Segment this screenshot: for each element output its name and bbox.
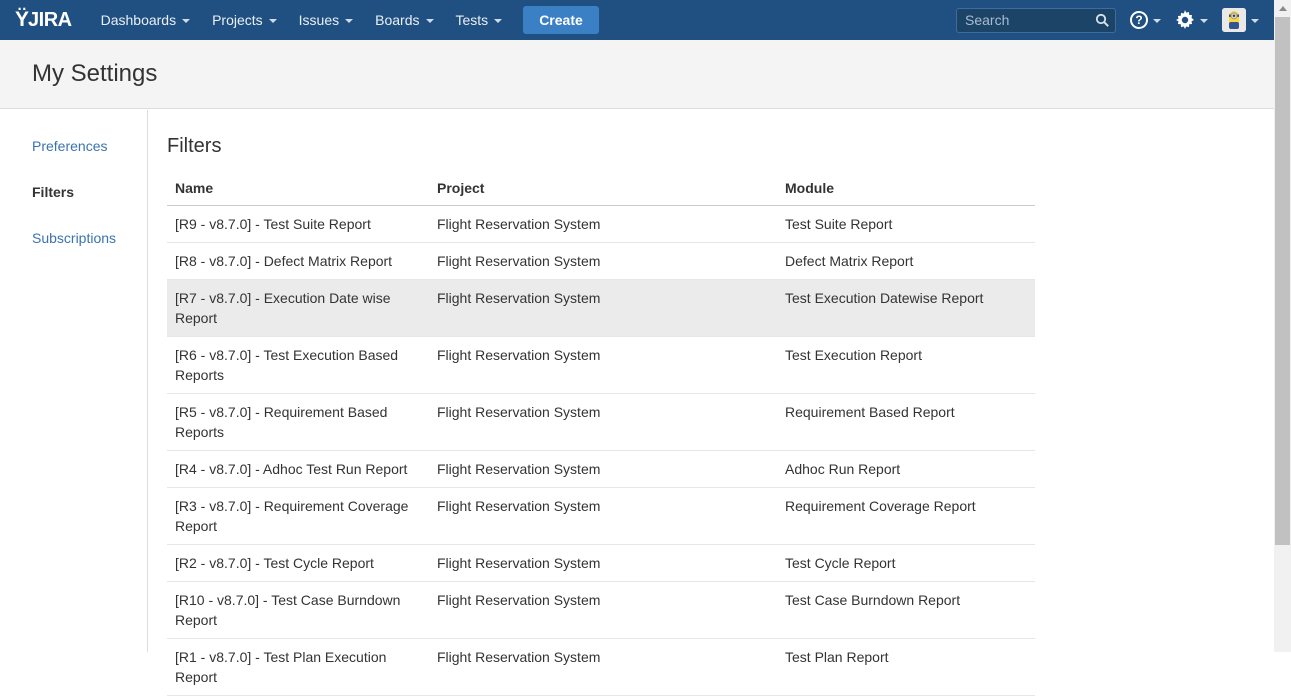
filter-module: Adhoc Run Report <box>777 450 1035 488</box>
sidebar-item-preferences[interactable]: Preferences <box>32 138 108 154</box>
settings-sidebar: Preferences Filters Subscriptions <box>0 110 148 652</box>
nav-issues-label: Issues <box>298 12 340 28</box>
search-input[interactable] <box>956 7 1116 33</box>
filter-project: Flight Reservation System <box>429 581 777 639</box>
page-header: My Settings <box>0 40 1274 109</box>
filter-name: [R7 - v8.7.0] - Execution Date wise Repo… <box>167 279 429 337</box>
filter-module: Test Plan Report <box>777 638 1035 696</box>
nav-projects[interactable]: Projects <box>201 0 288 40</box>
filter-name: [R3 - v8.7.0] - Requirement Coverage Rep… <box>167 487 429 545</box>
filter-project: Flight Reservation System <box>429 487 777 545</box>
nav-boards-label: Boards <box>375 12 420 28</box>
nav-dashboards-label: Dashboards <box>100 12 177 28</box>
minion-avatar-image <box>1222 8 1246 32</box>
filter-project: Flight Reservation System <box>429 544 777 582</box>
filter-project: Flight Reservation System <box>429 336 777 394</box>
table-row[interactable]: [R8 - v8.7.0] - Defect Matrix Report Fli… <box>167 242 1035 280</box>
nav-dashboards[interactable]: Dashboards <box>90 0 202 40</box>
scrollbar-up-button[interactable] <box>1274 0 1291 17</box>
filter-project: Flight Reservation System <box>429 242 777 280</box>
scrollbar-thumb[interactable] <box>1275 17 1290 545</box>
filter-project: Flight Reservation System <box>429 279 777 337</box>
filter-module: Test Execution Datewise Report <box>777 279 1035 337</box>
search-icon[interactable] <box>1095 13 1110 28</box>
filter-name: [R2 - v8.7.0] - Test Cycle Report <box>167 544 429 582</box>
content-area: Preferences Filters Subscriptions Filter… <box>0 110 1274 696</box>
table-row[interactable]: [R7 - v8.7.0] - Execution Date wise Repo… <box>167 279 1035 337</box>
top-navbar: Ÿ JIRA Dashboards Projects Issues Boards… <box>0 0 1274 40</box>
table-row[interactable]: [R4 - v8.7.0] - Adhoc Test Run Report Fl… <box>167 450 1035 488</box>
column-header-project: Project <box>429 176 777 206</box>
user-menu[interactable] <box>1222 8 1259 32</box>
table-row[interactable]: [R9 - v8.7.0] - Test Suite Report Flight… <box>167 205 1035 243</box>
chevron-down-icon <box>425 19 434 23</box>
filter-module: Test Cycle Report <box>777 544 1035 582</box>
filter-name: [R1 - v8.7.0] - Test Plan Execution Repo… <box>167 638 429 696</box>
sidebar-item-filters[interactable]: Filters <box>32 184 75 200</box>
page-title: My Settings <box>32 60 158 87</box>
filter-name: [R9 - v8.7.0] - Test Suite Report <box>167 205 429 243</box>
filter-module: Requirement Coverage Report <box>777 487 1035 545</box>
vertical-scrollbar[interactable] <box>1274 0 1291 652</box>
settings-menu[interactable] <box>1175 10 1208 30</box>
nav-boards[interactable]: Boards <box>364 0 444 40</box>
column-header-name: Name <box>167 176 429 206</box>
chevron-down-icon <box>268 19 277 23</box>
filter-module: Test Case Burndown Report <box>777 581 1035 639</box>
table-header-row: Name Project Module <box>167 176 1035 206</box>
filter-module: Test Execution Report <box>777 336 1035 394</box>
chevron-down-icon <box>1251 19 1259 23</box>
jira-logo-text: JIRA <box>28 9 72 31</box>
jira-logo[interactable]: Ÿ JIRA <box>15 8 72 32</box>
table-row[interactable]: [R5 - v8.7.0] - Requirement Based Report… <box>167 393 1035 451</box>
filter-name: [R5 - v8.7.0] - Requirement Based Report… <box>167 393 429 451</box>
help-icon: ? <box>1130 11 1148 29</box>
filter-name: [R4 - v8.7.0] - Adhoc Test Run Report <box>167 450 429 488</box>
jira-logo-icon: Ÿ <box>15 8 29 31</box>
nav-issues[interactable]: Issues <box>288 0 364 40</box>
filter-name: [R10 - v8.7.0] - Test Case Burndown Repo… <box>167 581 429 639</box>
filter-module: Requirement Based Report <box>777 393 1035 451</box>
filters-heading: Filters <box>167 135 222 157</box>
nav-tests[interactable]: Tests <box>445 0 514 40</box>
table-row[interactable]: [R1 - v8.7.0] - Test Plan Execution Repo… <box>167 638 1035 696</box>
table-row[interactable]: [R3 - v8.7.0] - Requirement Coverage Rep… <box>167 487 1035 545</box>
filters-table: Name Project Module [R9 - v8.7.0] - Test… <box>167 176 1035 696</box>
chevron-down-icon <box>494 19 503 23</box>
help-menu[interactable]: ? <box>1130 11 1161 29</box>
table-row[interactable]: [R10 - v8.7.0] - Test Case Burndown Repo… <box>167 581 1035 639</box>
main-panel: Filters Name Project Module [R9 - v8.7.0… <box>148 110 1035 696</box>
chevron-down-icon <box>182 19 191 23</box>
nav-projects-label: Projects <box>212 12 263 28</box>
nav-tests-label: Tests <box>455 12 489 28</box>
column-header-module: Module <box>777 176 1035 206</box>
sidebar-item-subscriptions[interactable]: Subscriptions <box>32 230 117 246</box>
filter-module: Test Suite Report <box>777 205 1035 243</box>
chevron-down-icon <box>345 19 354 23</box>
chevron-down-icon <box>1153 19 1161 23</box>
search-box <box>956 7 1116 33</box>
filter-project: Flight Reservation System <box>429 393 777 451</box>
filter-name: [R6 - v8.7.0] - Test Execution Based Rep… <box>167 336 429 394</box>
filter-project: Flight Reservation System <box>429 450 777 488</box>
filter-name: [R8 - v8.7.0] - Defect Matrix Report <box>167 242 429 280</box>
table-row[interactable]: [R6 - v8.7.0] - Test Execution Based Rep… <box>167 336 1035 394</box>
create-button[interactable]: Create <box>523 6 599 34</box>
chevron-down-icon <box>1200 19 1208 23</box>
avatar <box>1222 8 1246 32</box>
filter-module: Defect Matrix Report <box>777 242 1035 280</box>
gear-icon <box>1176 10 1194 29</box>
table-row[interactable]: [R2 - v8.7.0] - Test Cycle Report Flight… <box>167 544 1035 582</box>
scroll-up-arrow-icon <box>1278 6 1287 11</box>
filter-project: Flight Reservation System <box>429 205 777 243</box>
filter-project: Flight Reservation System <box>429 638 777 696</box>
